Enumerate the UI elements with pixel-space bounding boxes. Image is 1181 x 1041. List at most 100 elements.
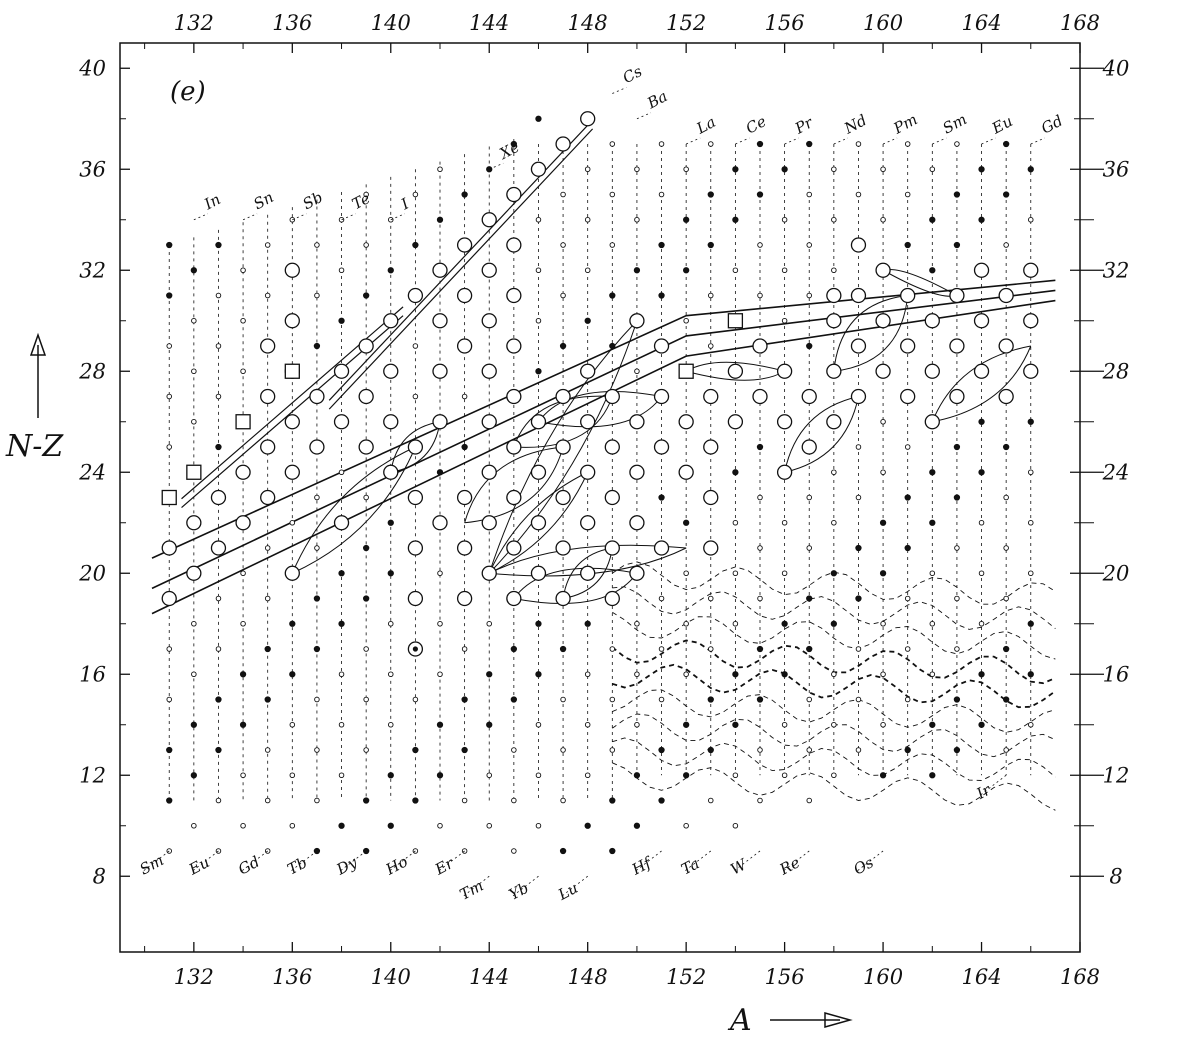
nuclide-dot [732,469,739,476]
nuclide-dot [831,166,837,172]
nuclide-dot [904,444,911,450]
open-square-marker [161,489,177,506]
nuclide-dot [166,393,172,400]
open-circle-marker [678,414,694,430]
nuclide-dot [880,469,886,476]
x-tick-label: 144 [469,965,509,989]
nuclide-dot [781,620,788,627]
nuclide-dot [535,115,542,122]
x-tick-label: 168 [1060,965,1100,989]
nuclide-dot [387,772,394,779]
nuclide-dot [658,646,665,652]
arc-line [833,295,909,372]
y-axis-arrowhead [29,332,47,356]
nuclide-dot [904,646,911,652]
open-circle-marker [973,313,990,329]
nuclide-dot [634,166,640,172]
arc-line [784,396,859,473]
nuclide-dot [658,241,665,249]
nuclide-dot [757,242,763,248]
element-label: Ce [743,112,770,138]
nuclide-dot [535,267,542,274]
nuclide-dot [584,772,591,779]
nuclide-dot [461,848,468,854]
open-circle-marker [481,363,497,379]
nuclide-dot [461,696,468,703]
nuclide-dot [190,267,197,274]
nuclide-dot [904,241,911,249]
open-circle-marker [776,414,793,430]
nuclide-dot [806,645,813,653]
open-square-marker [727,313,744,329]
nuclide-dot [781,722,788,728]
nuclide-dot [756,443,764,451]
open-circle-marker [555,489,571,506]
open-circle-marker [383,464,399,480]
nuclide-dot [1027,620,1034,627]
nuclide-dot [954,646,960,652]
nuclide-dot [609,747,616,753]
nuclide-dot [633,822,641,829]
arc-line [562,547,613,599]
open-circle-marker [333,414,350,430]
element-leader [782,850,810,872]
nuclide-dot [412,696,419,703]
nuclide-dot [314,292,320,299]
open-circle-marker [186,515,202,531]
nuclide-dot [806,747,812,753]
nuclide-dot [781,267,788,274]
open-circle-marker [506,540,522,556]
element-label: Tm [457,877,487,904]
nuclide-dot [609,646,616,652]
nuclide-dot [855,544,862,552]
nuclide-dot [929,772,936,779]
element-label: Lu [554,879,581,905]
open-circle-marker [284,262,300,278]
open-circle-marker [850,388,867,405]
nuclide-dot [707,746,714,754]
nuclide-dot [708,292,714,299]
nuclide-dot [264,797,271,804]
open-circle-marker [580,565,596,581]
arc-line [513,572,638,604]
open-circle-marker [235,515,251,531]
nuclide-dot [658,696,665,703]
axis-ticks: 132 132 136 136 140 140 144 144 148 148 152 152 156 1… [78,11,1129,989]
open-circle-marker [801,439,817,455]
arc-line [562,547,613,599]
nuclide-dot [781,520,788,526]
nuclide-dot [708,595,714,602]
element-leader [636,112,652,120]
nuclide-dot [781,772,788,779]
nuclide-dot [190,772,197,779]
x-tick-label-top: 168 [1060,11,1100,35]
open-circle-marker [481,212,497,228]
nuclide-dot [388,671,394,678]
open-circle-marker [580,111,596,127]
nuclide-dot [732,772,739,779]
open-circle-marker [481,262,497,278]
element-label: Yb [506,879,532,904]
nuclide-dot [1028,570,1034,577]
open-circle-marker [998,388,1014,405]
open-circle-marker [900,287,916,304]
nuclide-dot [560,292,566,299]
nuclide-dot [732,823,739,829]
element-label: Er [431,854,457,879]
nuclide-dot [166,444,172,450]
nuclide-dot [240,823,246,829]
nuclide-dot [879,570,887,577]
y-tick-label-right: 20 [1102,561,1130,585]
element-label: Hf [628,853,656,879]
element-label: Gd [1038,112,1066,138]
nuclide-dot [191,318,197,324]
arc-line [538,391,662,423]
nuclide-dot [314,242,320,248]
nuclide-dot [264,242,271,248]
element-leader [462,875,490,897]
nuclide-dot [412,746,419,754]
dashed-transition-curve [612,689,1056,733]
open-circle-marker [260,489,276,506]
nuclide-dot [338,469,345,476]
